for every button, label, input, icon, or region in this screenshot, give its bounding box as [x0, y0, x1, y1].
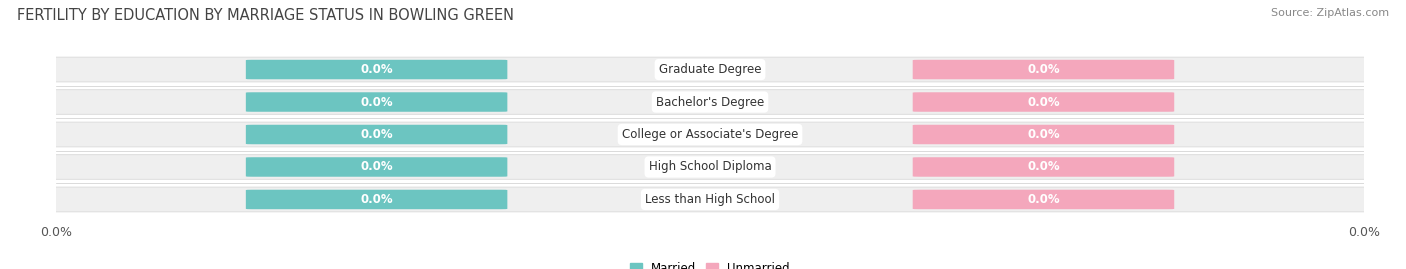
- FancyBboxPatch shape: [44, 122, 1376, 147]
- FancyBboxPatch shape: [246, 190, 508, 209]
- FancyBboxPatch shape: [246, 125, 508, 144]
- FancyBboxPatch shape: [912, 60, 1174, 79]
- FancyBboxPatch shape: [44, 90, 1376, 114]
- FancyBboxPatch shape: [912, 92, 1174, 112]
- Text: FERTILITY BY EDUCATION BY MARRIAGE STATUS IN BOWLING GREEN: FERTILITY BY EDUCATION BY MARRIAGE STATU…: [17, 8, 513, 23]
- FancyBboxPatch shape: [44, 155, 1376, 179]
- FancyBboxPatch shape: [912, 190, 1174, 209]
- Text: 0.0%: 0.0%: [1028, 161, 1060, 174]
- Text: High School Diploma: High School Diploma: [648, 161, 772, 174]
- Text: 0.0%: 0.0%: [1028, 193, 1060, 206]
- Text: College or Associate's Degree: College or Associate's Degree: [621, 128, 799, 141]
- Text: Less than High School: Less than High School: [645, 193, 775, 206]
- FancyBboxPatch shape: [912, 125, 1174, 144]
- Text: Source: ZipAtlas.com: Source: ZipAtlas.com: [1271, 8, 1389, 18]
- FancyBboxPatch shape: [44, 57, 1376, 82]
- FancyBboxPatch shape: [246, 92, 508, 112]
- Text: 0.0%: 0.0%: [360, 161, 392, 174]
- Text: 0.0%: 0.0%: [360, 63, 392, 76]
- Text: Graduate Degree: Graduate Degree: [659, 63, 761, 76]
- Text: 0.0%: 0.0%: [360, 193, 392, 206]
- FancyBboxPatch shape: [246, 157, 508, 177]
- Legend: Married, Unmarried: Married, Unmarried: [626, 258, 794, 269]
- Text: 0.0%: 0.0%: [1028, 95, 1060, 108]
- Text: 0.0%: 0.0%: [360, 128, 392, 141]
- FancyBboxPatch shape: [44, 187, 1376, 212]
- Text: 0.0%: 0.0%: [360, 95, 392, 108]
- Text: 0.0%: 0.0%: [1028, 128, 1060, 141]
- FancyBboxPatch shape: [912, 157, 1174, 177]
- FancyBboxPatch shape: [246, 60, 508, 79]
- Text: Bachelor's Degree: Bachelor's Degree: [657, 95, 763, 108]
- Text: 0.0%: 0.0%: [1028, 63, 1060, 76]
